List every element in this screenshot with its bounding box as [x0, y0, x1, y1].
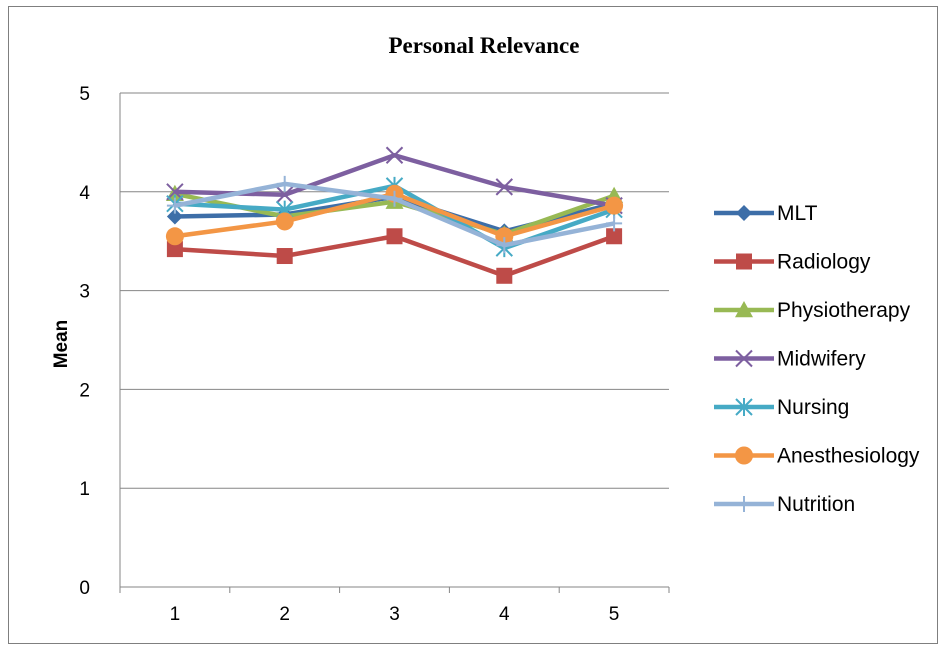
legend-item-mlt: MLT: [714, 202, 818, 225]
legend-item-physiotherapy: Physiotherapy: [714, 299, 911, 322]
x-tick-label: 5: [609, 604, 620, 625]
y-tick-label: 0: [79, 578, 90, 599]
y-tick-label: 3: [79, 282, 90, 303]
series-lines: [165, 146, 624, 284]
data-point-anesthesiology: [605, 196, 624, 215]
data-point-anesthesiology: [495, 227, 514, 246]
legend-item-nutrition: Nutrition: [714, 493, 855, 516]
legend-marker: [735, 349, 753, 368]
legend-item-midwifery: Midwifery: [714, 348, 866, 371]
data-point-nutrition: [276, 175, 293, 192]
chart-title: Personal Relevance: [389, 33, 580, 58]
y-tick-label: 2: [79, 380, 90, 401]
data-point-nutrition: [606, 215, 623, 232]
y-tick-label: 1: [79, 479, 90, 500]
series-nutrition: [166, 175, 623, 254]
legend-label: Anesthesiology: [777, 445, 920, 468]
legend-label: Midwifery: [777, 348, 866, 371]
legend-label: Nursing: [777, 396, 849, 419]
data-point-radiology: [606, 228, 623, 245]
legend-item-radiology: Radiology: [714, 251, 871, 274]
x-tick-label: 4: [499, 604, 510, 625]
data-point-radiology: [166, 241, 183, 258]
y-tick-label: 5: [79, 84, 90, 105]
legend-label: Physiotherapy: [777, 299, 911, 322]
legend-marker: [735, 446, 753, 465]
legend-label: Nutrition: [777, 493, 855, 516]
data-point-midwifery: [385, 146, 404, 164]
data-point-nutrition: [386, 190, 403, 207]
legend-label: Radiology: [777, 251, 871, 274]
chart-frame: Personal Relevance Mean 0 1 2 3 4 5 1 2 3 4 5 MLT R…: [8, 6, 938, 644]
y-tick-label: 4: [79, 183, 90, 204]
data-point-midwifery: [495, 178, 514, 196]
gridlines: [120, 92, 669, 489]
data-point-radiology: [386, 228, 403, 245]
x-tick-label: 3: [389, 604, 400, 625]
legend-marker: [736, 253, 752, 270]
legend-label: MLT: [777, 202, 818, 225]
data-point-anesthesiology: [275, 212, 294, 231]
line-chart: Personal Relevance Mean 0 1 2 3 4 5 1 2 3 4 5 MLT R…: [51, 33, 920, 625]
x-tick-label: 1: [170, 604, 181, 625]
data-point-nutrition: [496, 237, 513, 254]
data-point-anesthesiology: [165, 227, 184, 246]
legend-item-nursing: Nursing: [714, 396, 849, 419]
legend-marker: [735, 301, 753, 318]
data-point-midwifery: [275, 186, 294, 204]
legend-item-anesthesiology: Anesthesiology: [714, 445, 920, 468]
legend: MLT Radiology Physiotherapy Midwifery Nursin…: [714, 202, 920, 516]
legend-marker: [735, 398, 753, 416]
data-point-mlt: [166, 208, 183, 225]
data-point-radiology: [496, 267, 513, 284]
axes: 0 1 2 3 4 5 1 2 3 4 5: [79, 84, 670, 625]
y-axis-label: Mean: [51, 320, 72, 369]
data-point-radiology: [276, 248, 293, 265]
x-tick-label: 2: [279, 604, 290, 625]
legend-marker: [736, 496, 752, 512]
data-point-nutrition: [166, 197, 183, 214]
legend-marker: [736, 205, 752, 221]
series-radiology: [166, 228, 623, 284]
